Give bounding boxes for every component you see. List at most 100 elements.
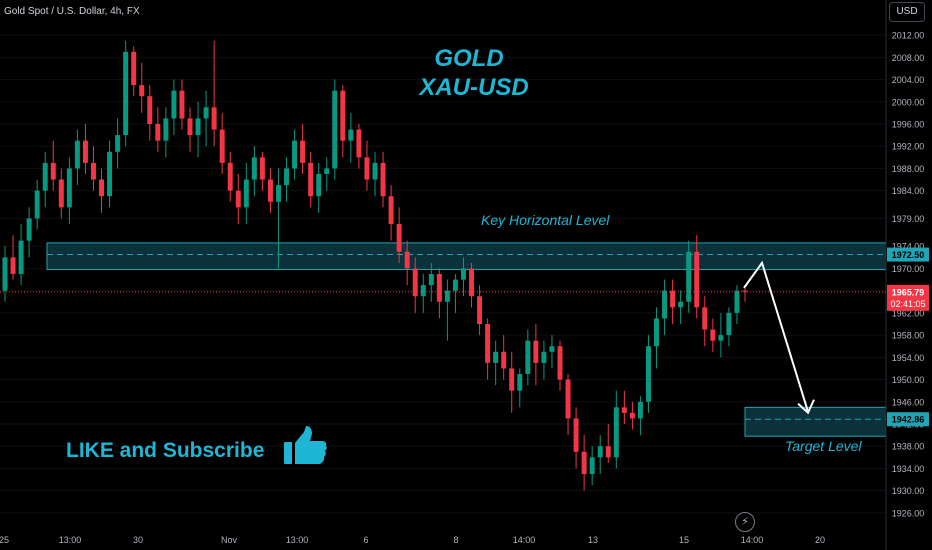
currency-button[interactable]: USD <box>889 2 925 22</box>
candle-body <box>581 451 587 474</box>
candle-body <box>517 374 523 391</box>
candle <box>243 162 249 224</box>
candle-body <box>292 140 298 169</box>
candle <box>637 396 643 436</box>
lightning-icon[interactable]: ⚡ <box>735 512 755 532</box>
candle <box>139 62 145 113</box>
candle <box>26 207 32 258</box>
candle <box>549 335 555 369</box>
candle <box>380 151 386 208</box>
candle <box>227 151 233 202</box>
candle <box>460 257 466 297</box>
candle-body <box>678 301 684 308</box>
time-axis[interactable]: 25 13:00 30 Nov 13:00 6 8 14:00 13 15 14:00 20 <box>0 535 825 545</box>
candle-body <box>452 279 458 291</box>
candle <box>662 279 668 336</box>
candle-body <box>573 418 579 452</box>
x-tick-label: 6 <box>363 535 368 545</box>
chart-title-xauusd: XAU-USD <box>417 74 528 101</box>
y-tick-label: 1979.00 <box>892 214 925 224</box>
x-tick-label: 8 <box>453 535 458 545</box>
candle <box>275 168 281 269</box>
candle-body <box>275 185 281 202</box>
candle <box>348 112 354 163</box>
candle <box>670 279 676 324</box>
candle-body <box>412 268 418 297</box>
target-price-tag: 1942.86 <box>892 415 925 425</box>
candle-body <box>444 290 450 302</box>
candle-body <box>10 257 16 274</box>
candle-body <box>436 274 442 302</box>
candle <box>115 118 121 169</box>
candle-body <box>259 157 265 180</box>
candle <box>469 262 475 308</box>
candle-body <box>645 346 651 402</box>
candle-body <box>42 162 48 191</box>
x-tick-label: 15 <box>679 535 689 545</box>
candle <box>66 157 72 224</box>
candle-body <box>694 251 700 308</box>
x-tick-label: 13 <box>588 535 598 545</box>
candle <box>485 318 491 380</box>
candle-body <box>485 324 491 363</box>
candle <box>388 185 394 241</box>
x-tick-label: 30 <box>133 535 143 545</box>
candle <box>58 168 64 219</box>
target-level-label: Target Level <box>785 438 862 454</box>
candle <box>396 207 402 263</box>
countdown-tag: 02:41:05 <box>890 299 925 309</box>
price-axis[interactable]: 2012.00 2008.00 2004.00 2000.00 1996.00 1992.… <box>885 0 925 550</box>
candle <box>203 90 209 147</box>
current-price-tag: 1965.79 <box>892 287 925 297</box>
candle-body <box>187 118 193 136</box>
candle <box>284 157 290 202</box>
candle-body <box>541 351 547 363</box>
candle-body <box>597 446 603 458</box>
x-tick-label: 13:00 <box>59 535 82 545</box>
y-tick-label: 2012.00 <box>892 31 925 41</box>
candle-body <box>300 140 306 163</box>
y-tick-label: 1938.00 <box>892 442 925 452</box>
candle-body <box>469 268 475 297</box>
y-tick-label: 1950.00 <box>892 375 925 385</box>
candle-body <box>348 129 354 141</box>
y-tick-label: 1992.00 <box>892 142 925 152</box>
candle <box>477 285 483 336</box>
candle-body <box>308 162 314 197</box>
candle-body <box>211 107 217 130</box>
candle-body <box>549 346 555 352</box>
candlestick-series[interactable] <box>2 40 748 491</box>
candle-body <box>82 140 88 163</box>
candle-body <box>332 90 338 169</box>
like-subscribe-text: LIKE and Subscribe <box>66 439 264 462</box>
candle <box>597 435 603 474</box>
candle-body <box>621 407 627 413</box>
candle <box>179 79 185 130</box>
candle-body <box>58 179 64 208</box>
zone-box <box>46 242 887 271</box>
candle-body <box>99 179 105 197</box>
candle-body <box>460 268 466 280</box>
candle-body <box>509 368 515 391</box>
y-tick-label: 1988.00 <box>892 164 925 174</box>
candle <box>412 257 418 313</box>
y-tick-label: 1946.00 <box>892 397 925 407</box>
y-tick-label: 1958.00 <box>892 331 925 341</box>
projection-path <box>743 260 809 412</box>
candle <box>678 290 684 324</box>
candle <box>123 40 129 147</box>
candle-body <box>710 329 716 341</box>
candle-body <box>147 96 153 124</box>
candle-body <box>605 446 611 458</box>
key-level-label: Key Horizontal Level <box>481 212 610 228</box>
candle-body <box>139 85 145 97</box>
candle-body <box>251 157 257 180</box>
y-tick-label: 1962.00 <box>892 308 925 318</box>
candle <box>428 262 434 302</box>
candle <box>621 390 627 424</box>
target-price-tag-box <box>887 412 929 427</box>
candle-body <box>629 412 635 419</box>
candle-body <box>324 168 330 174</box>
candle <box>99 168 105 213</box>
